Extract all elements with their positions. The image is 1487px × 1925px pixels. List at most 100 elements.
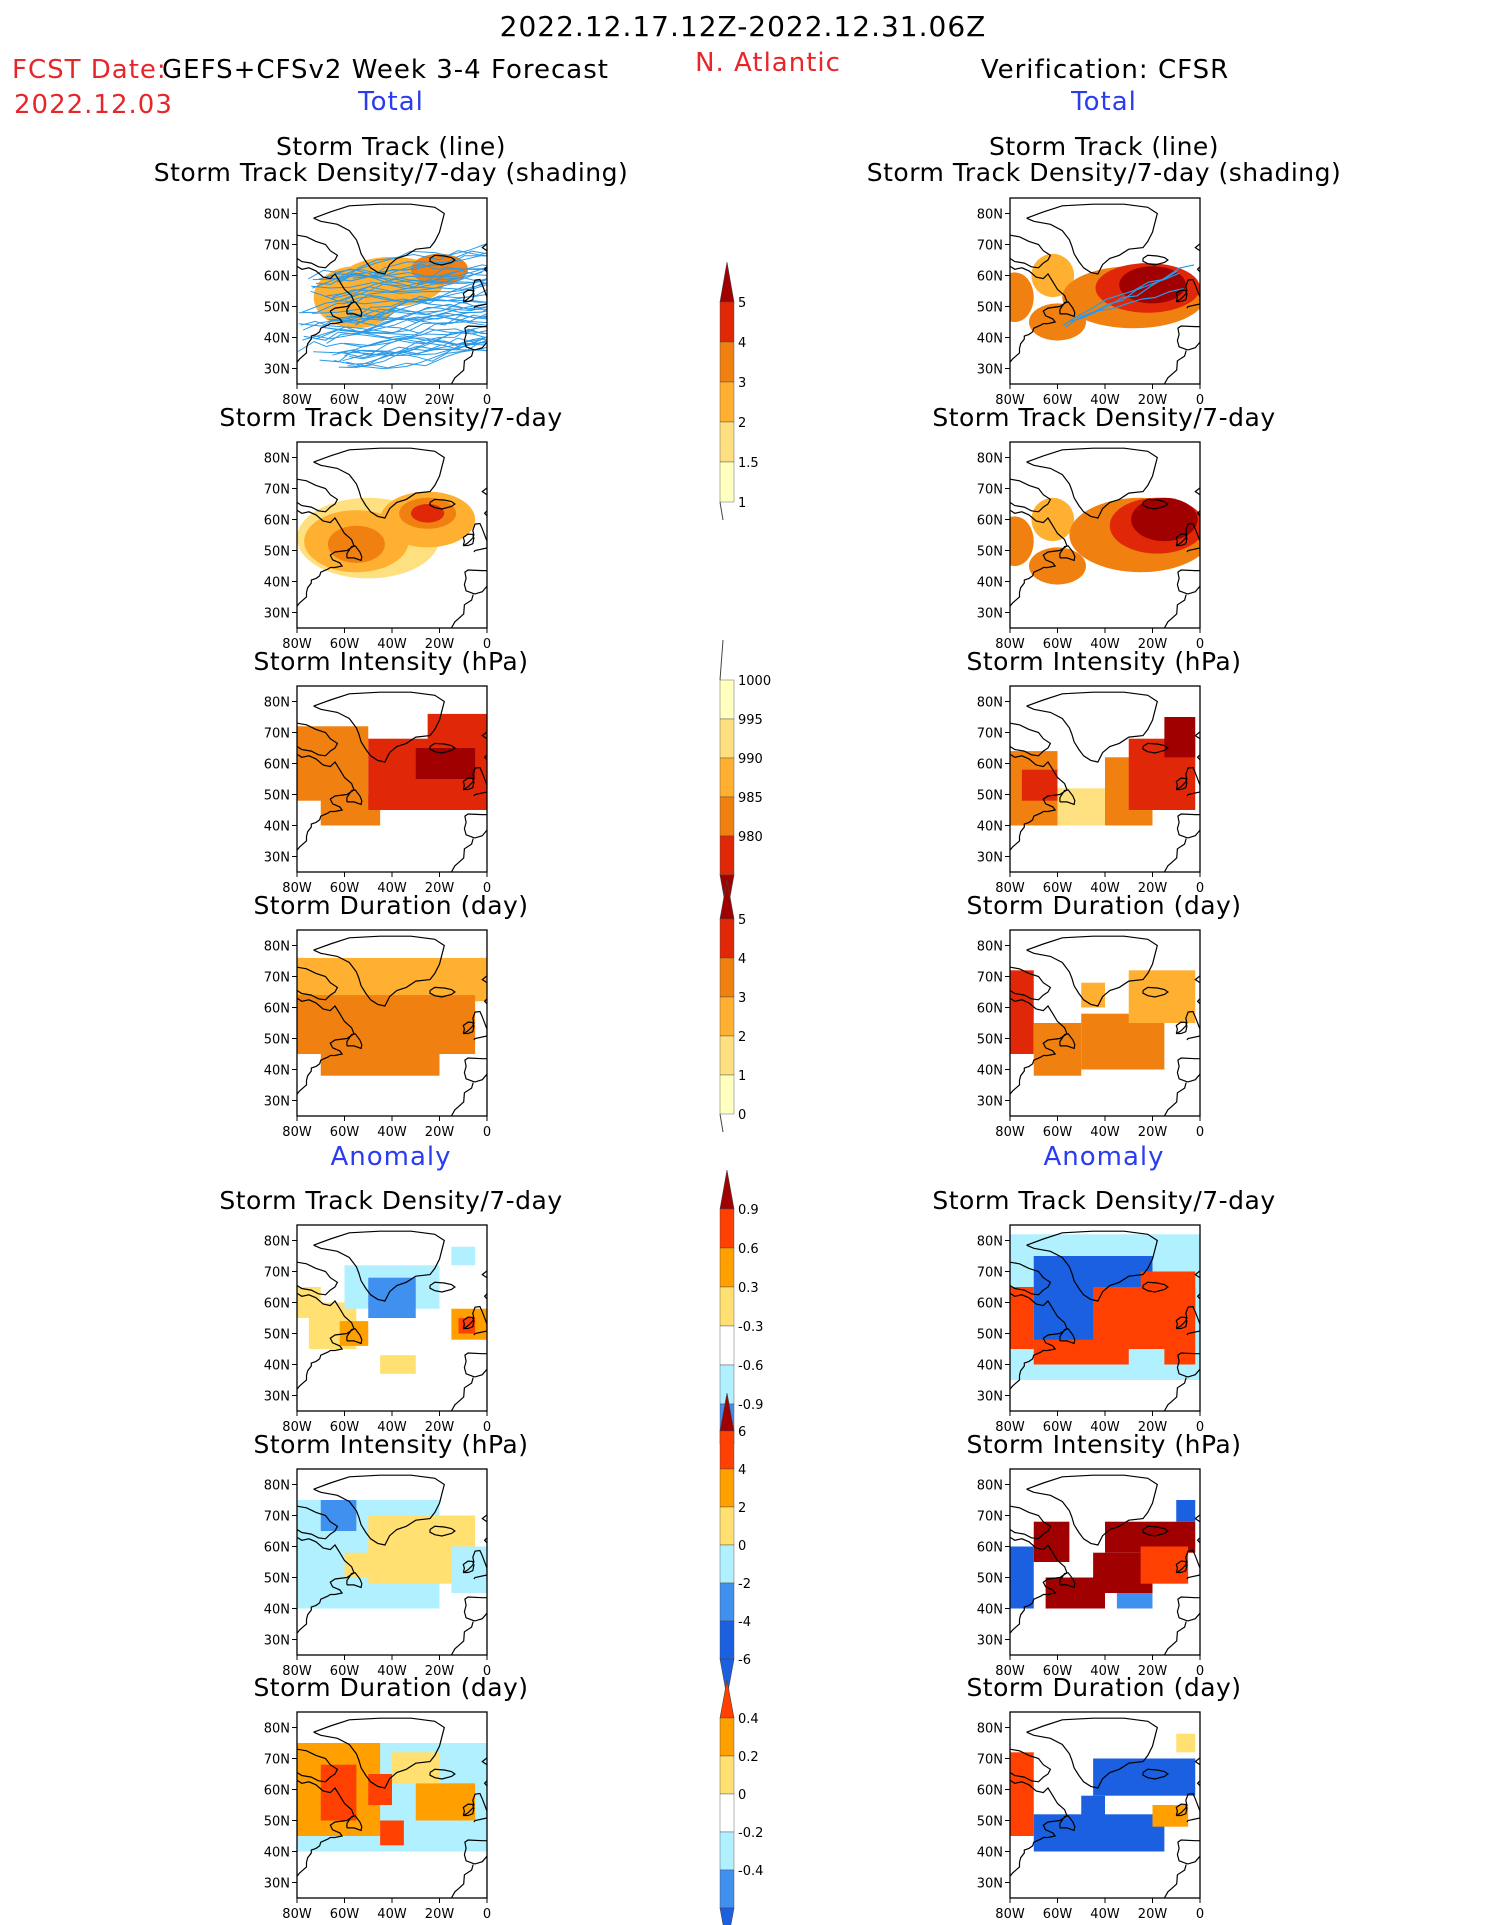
y-tick-label: 50N <box>977 301 1003 316</box>
coastline <box>463 1352 487 1378</box>
x-tick-label: 20W <box>1138 393 1168 408</box>
coastline <box>1059 1328 1076 1345</box>
x-tick-label: 0 <box>1196 1664 1204 1679</box>
coastline <box>483 998 487 1005</box>
colorbar-segment <box>719 1869 735 1909</box>
colorbar-segment <box>719 796 735 837</box>
x-tick-label: 80W <box>995 393 1025 408</box>
coastline <box>450 1864 474 1898</box>
coastline <box>297 966 339 1001</box>
y-tick-label: 60N <box>264 1541 290 1556</box>
y-tick-label: 70N <box>977 1266 1003 1281</box>
coastline <box>1196 754 1200 761</box>
coastline <box>462 522 487 553</box>
colorbar-label: -0.3 <box>738 1320 763 1335</box>
coastline <box>481 1757 487 1766</box>
map-panel-obs-total-duration: 80W 60W 40W 20W 0 80N 70N 60N 50N 40N 30N <box>977 929 1204 1140</box>
coastline <box>1010 753 1068 851</box>
grid-cell-block <box>1128 970 1196 1023</box>
colorbar-segment <box>719 341 735 383</box>
coastline <box>346 789 363 806</box>
colorbar-segment <box>719 835 735 876</box>
y-tick-label: 70N <box>264 1510 290 1525</box>
coastline <box>1026 1230 1158 1302</box>
x-tick-label: 60W <box>330 881 360 896</box>
x-tick-label: 80W <box>282 393 312 408</box>
grid-cell-block <box>1176 1733 1196 1753</box>
coastline <box>313 1230 445 1302</box>
x-tick-label: 0 <box>1196 1907 1204 1922</box>
x-tick-label: 20W <box>425 393 455 408</box>
coastline <box>346 1328 363 1345</box>
coastline <box>462 1316 475 1330</box>
storm-track-line <box>324 282 487 297</box>
coastline <box>483 266 487 273</box>
coastline <box>1010 265 1068 363</box>
coastline <box>1026 203 1158 275</box>
coastline <box>313 1474 445 1546</box>
y-tick-label: 80N <box>977 696 1003 711</box>
coastlines <box>297 691 487 872</box>
grid-cell-block <box>1140 1546 1189 1584</box>
y-tick-label: 80N <box>264 940 290 955</box>
y-tick-label: 30N <box>264 607 290 622</box>
storm-track-line <box>329 314 487 334</box>
coastline <box>481 1270 487 1279</box>
storm-track-line <box>344 277 487 301</box>
colorbar-label: 995 <box>738 713 763 728</box>
shading <box>1010 253 1200 341</box>
coastline <box>1194 1270 1200 1279</box>
x-tick-label: 60W <box>1043 1664 1073 1679</box>
colorbar-segment <box>719 1074 735 1115</box>
x-tick-label: 0 <box>1196 881 1204 896</box>
coastline <box>1026 447 1158 519</box>
title-fcst-duration: Storm Duration (day) <box>253 891 529 920</box>
colorbar-segment <box>719 1544 735 1584</box>
colorbar-segment <box>719 918 735 959</box>
y-tick-label: 50N <box>977 789 1003 804</box>
coastline <box>1026 935 1158 1007</box>
colorbar-segment <box>719 1430 735 1470</box>
colorbar-label: 0 <box>738 1108 746 1123</box>
y-tick-label: 80N <box>264 452 290 467</box>
colorbar-cb-total-intensity: 1000 995 990 985 980 <box>719 639 771 915</box>
coastline <box>462 1305 487 1336</box>
storm-track-line <box>349 344 487 360</box>
colorbar-label: 1 <box>738 1069 746 1084</box>
coastline <box>297 234 339 269</box>
colorbar-segment <box>719 1247 735 1288</box>
coastline <box>1175 289 1188 303</box>
shading <box>1010 970 1196 1076</box>
coastline <box>1010 966 1052 1001</box>
shading <box>297 1246 487 1374</box>
coastline <box>1175 1549 1200 1580</box>
coastline <box>1194 487 1200 496</box>
coastline <box>462 766 487 797</box>
storm-track-line <box>354 346 487 369</box>
coastlines <box>1010 1474 1200 1655</box>
storm-track-line <box>1069 288 1184 323</box>
coastline <box>1196 998 1200 1005</box>
map-panel-fcst-anom-duration: 80W 60W 40W 20W 0 80N 70N 60N 50N 40N 30N <box>264 1711 491 1922</box>
coastline <box>313 203 445 275</box>
x-tick-label: 60W <box>330 393 360 408</box>
map-panel-fcst-anom-intensity: 80W 60W 40W 20W 0 80N 70N 60N 50N 40N 30N <box>264 1468 491 1679</box>
grid-cell-block <box>1010 1752 1034 1836</box>
coastline <box>1176 1839 1200 1865</box>
coastline <box>1010 722 1052 757</box>
y-tick-label: 40N <box>977 576 1003 591</box>
x-tick-label: 60W <box>1043 881 1073 896</box>
x-tick-label: 60W <box>330 1125 360 1140</box>
title-obs-track-1: Storm Track (line) <box>988 132 1220 161</box>
colorbar-label: 2 <box>738 416 746 431</box>
colorbar-label: 0.9 <box>738 1203 759 1218</box>
x-tick-label: 0 <box>483 637 491 652</box>
y-tick-label: 70N <box>977 483 1003 498</box>
coastline <box>1142 498 1169 510</box>
y-tick-label: 70N <box>264 971 290 986</box>
shading <box>1010 1234 1200 1380</box>
coastline <box>1059 301 1076 318</box>
x-tick-label: 80W <box>995 1907 1025 1922</box>
y-tick-label: 50N <box>977 1572 1003 1587</box>
coastline <box>1163 350 1187 384</box>
